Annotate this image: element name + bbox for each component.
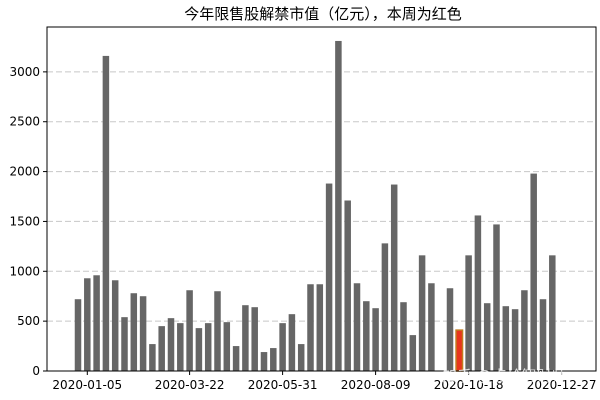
grid	[47, 71, 596, 322]
bar	[102, 55, 110, 371]
bar	[223, 322, 231, 371]
bar	[400, 302, 407, 371]
bar	[167, 318, 175, 371]
x-tick-label: 2020-03-22	[155, 378, 225, 392]
bar	[204, 323, 212, 371]
bar	[307, 284, 314, 371]
bar	[232, 346, 240, 371]
bar-highlight	[455, 329, 464, 372]
bar	[149, 344, 156, 371]
x-axis: 2020-01-05 2020-03-22 2020-05-31 2020-08-09…	[52, 371, 596, 392]
bar	[214, 291, 221, 371]
y-tick-label: 3000	[9, 65, 40, 79]
y-axis: 0 500 1000 1500 2000 2500 3000	[9, 65, 47, 378]
x-tick-label: 2020-12-27	[527, 378, 597, 392]
y-tick-label: 2000	[9, 165, 40, 179]
bars	[74, 40, 556, 372]
bar	[93, 275, 100, 371]
bar	[130, 293, 138, 371]
bar	[372, 308, 379, 371]
bar	[549, 255, 556, 371]
y-tick-label: 1500	[9, 214, 40, 228]
bar	[279, 323, 286, 371]
bar	[335, 40, 342, 372]
bar	[493, 224, 500, 371]
y-tick-label: 0	[32, 364, 40, 378]
bar	[158, 326, 165, 371]
bar	[539, 299, 547, 371]
bar	[418, 255, 426, 371]
bar	[260, 352, 268, 371]
bar	[390, 184, 398, 371]
bar	[483, 303, 491, 371]
bar	[325, 183, 333, 371]
bar	[474, 215, 482, 371]
y-tick-label: 2500	[9, 115, 40, 129]
y-tick-label: 500	[17, 314, 40, 328]
bar	[121, 317, 128, 371]
bar	[177, 323, 184, 371]
bar	[186, 290, 193, 371]
bar	[511, 309, 519, 371]
bar	[465, 255, 472, 371]
bar	[297, 344, 305, 371]
bar	[111, 280, 119, 371]
x-tick-label: 2020-05-31	[248, 378, 318, 392]
bar	[84, 278, 91, 371]
bar	[353, 283, 361, 371]
x-tick-label: 2020-01-05	[52, 378, 122, 392]
x-tick-label: 2020-08-09	[341, 378, 411, 392]
bar	[344, 200, 351, 371]
bar	[288, 314, 296, 371]
plot-frame	[46, 26, 597, 372]
bar	[502, 306, 510, 371]
bar	[521, 290, 528, 371]
bar	[381, 243, 389, 371]
bar	[242, 305, 249, 371]
bar	[251, 307, 258, 371]
chart-title: 今年限售股解禁市值（亿元），本周为红色	[184, 5, 462, 23]
x-tick-label: 2020-10-18	[434, 378, 504, 392]
bar	[74, 299, 82, 371]
bar	[363, 301, 370, 371]
bar	[270, 348, 277, 371]
bar	[530, 173, 537, 371]
bar	[139, 296, 147, 371]
bar	[195, 328, 203, 371]
bar	[316, 284, 324, 371]
watermark: 知乎 @点拾智财师	[442, 367, 567, 385]
y-tick-label: 1000	[9, 264, 40, 278]
bar	[428, 283, 435, 371]
bar	[409, 335, 417, 371]
bar	[446, 288, 454, 371]
